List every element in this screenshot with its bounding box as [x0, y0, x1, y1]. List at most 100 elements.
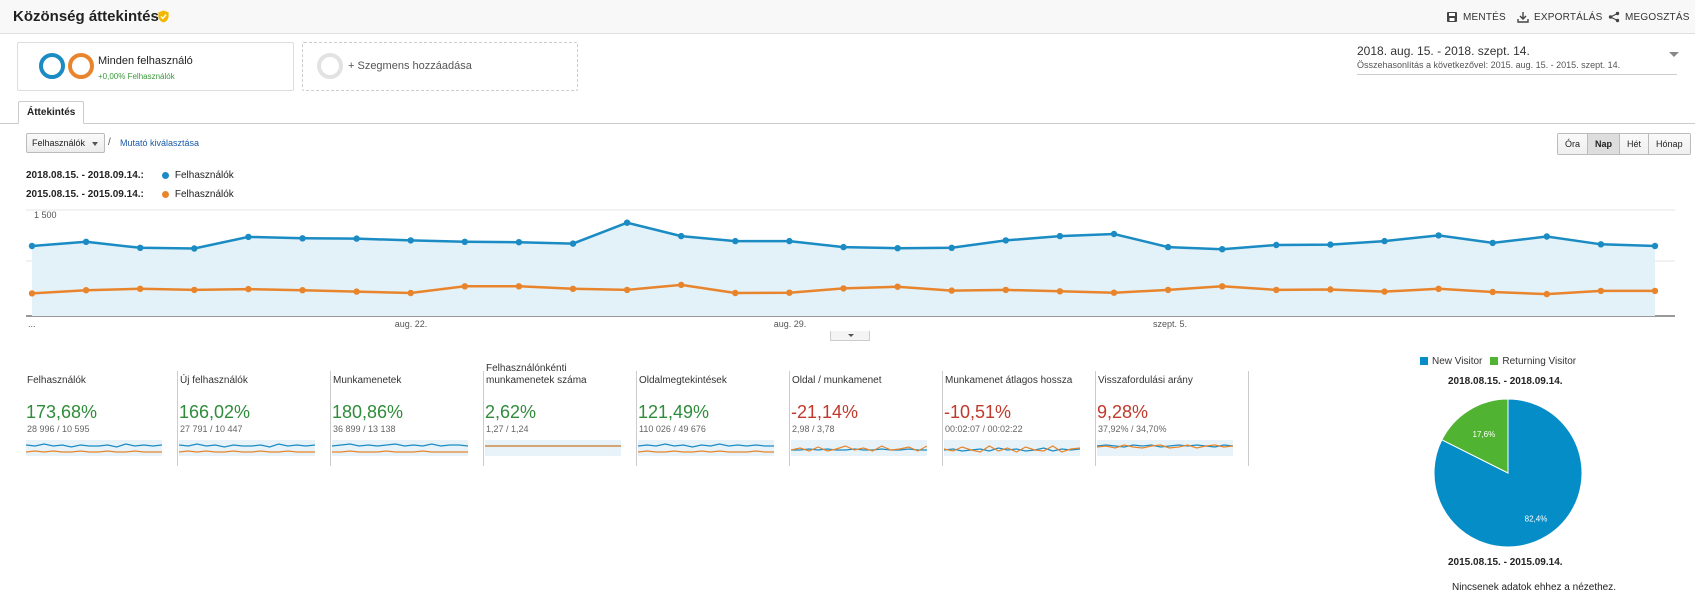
series-current-point[interactable] [1435, 232, 1442, 239]
select-metric-link[interactable]: Mutató kiválasztása [120, 138, 200, 148]
series-current-point[interactable] [569, 240, 577, 247]
series-previous-point[interactable] [678, 281, 685, 289]
series-previous-point[interactable] [623, 286, 631, 294]
series-previous-point[interactable] [1219, 283, 1226, 290]
series-previous-point[interactable] [82, 287, 90, 294]
series-previous-point[interactable] [732, 289, 739, 297]
series-previous-point[interactable] [299, 287, 306, 294]
metric-label: Oldal / munkamenet [792, 375, 882, 386]
series-previous-point[interactable] [948, 287, 955, 294]
series-current-point[interactable] [515, 239, 523, 246]
series-previous-point[interactable] [1489, 288, 1496, 296]
series-previous-point[interactable] [1164, 286, 1172, 294]
series-previous-point[interactable] [245, 285, 252, 293]
series-previous-point[interactable] [840, 285, 847, 292]
series-previous-point[interactable] [137, 285, 144, 292]
series-current-point[interactable] [1002, 237, 1009, 244]
series-previous-point[interactable] [28, 290, 36, 297]
series-current-point[interactable] [623, 219, 631, 226]
chart-expand-toggle[interactable] [830, 331, 870, 341]
metric-tile[interactable]: Visszafordulási arány 9,28% 37,92% / 34,70… [1097, 371, 1249, 466]
pie-slice-new-visitor[interactable] [1433, 398, 1583, 548]
series-current-point[interactable] [1597, 241, 1605, 248]
metric-dropdown[interactable]: Felhasználók [26, 133, 105, 153]
tab-overview[interactable]: Áttekintés [18, 101, 85, 124]
series-previous-point[interactable] [515, 283, 523, 290]
series-previous-point[interactable] [1327, 286, 1334, 293]
series-previous-point[interactable] [1435, 285, 1442, 292]
visitor-type-pie-chart: 82,4% 17,6% [1433, 398, 1583, 548]
date-range-compare[interactable]: Összehasonlítás a következővel: 2015. au… [1357, 60, 1621, 70]
series-current-point[interactable] [948, 244, 955, 251]
series-previous-point[interactable] [1002, 286, 1009, 294]
metric-tile[interactable]: Oldal / munkamenet -21,14% 2,98 / 3,78 [791, 371, 943, 466]
granularity-week-button[interactable]: Hét [1620, 134, 1650, 154]
series-current-point[interactable] [1273, 241, 1280, 249]
series-previous-point[interactable] [894, 283, 901, 290]
series-previous-point[interactable] [569, 285, 577, 292]
series-previous-point[interactable] [1381, 288, 1388, 295]
granularity-month-button[interactable]: Hónap [1649, 134, 1690, 154]
series-previous-point[interactable] [1056, 288, 1064, 295]
series-current-point[interactable] [1489, 239, 1496, 247]
series-previous-point[interactable] [1110, 289, 1118, 296]
series-current-point[interactable] [678, 232, 685, 240]
metric-tile[interactable]: Felhasználónkénti munkamenetek száma 2,62… [485, 363, 637, 466]
series-current-point[interactable] [191, 245, 198, 252]
series-current-point[interactable] [1381, 237, 1388, 245]
metric-sparkline [944, 440, 1080, 456]
series-previous-point[interactable] [407, 289, 414, 297]
granularity-hour-button[interactable]: Óra [1558, 134, 1589, 154]
series-previous-point[interactable] [353, 288, 360, 295]
metric-tile[interactable]: Új felhasználók 166,02% 27 791 / 10 447 [179, 371, 331, 466]
chevron-down-icon[interactable] [1669, 52, 1679, 57]
segment-all-users[interactable]: Minden felhasználó +0,00% Felhasználók [17, 42, 294, 91]
pie-legend-returning-label: Returning Visitor [1502, 356, 1577, 367]
pie-slice-returning-visitor[interactable] [1441, 398, 1509, 474]
series-current-point[interactable] [732, 237, 739, 245]
series-previous-point[interactable] [191, 286, 198, 294]
series-previous-point[interactable] [461, 283, 468, 290]
series-previous-point[interactable] [1597, 287, 1605, 295]
series-current-point[interactable] [1164, 243, 1172, 251]
series-current-point[interactable] [353, 235, 360, 242]
series-current-point[interactable] [1327, 241, 1334, 248]
series-previous-point[interactable] [1273, 286, 1280, 294]
metric-tile[interactable]: Munkamenet átlagos hossza -10,51% 00:02:07… [944, 371, 1096, 466]
series-current-point[interactable] [28, 242, 36, 250]
series-current-point[interactable] [1219, 246, 1226, 253]
export-button[interactable]: EXPORTÁLÁS [1517, 11, 1603, 23]
series-current-point[interactable] [840, 243, 847, 251]
series-current-point[interactable] [786, 237, 793, 245]
date-range-main[interactable]: 2018. aug. 15. - 2018. szept. 14. [1357, 44, 1530, 58]
metric-tile[interactable]: Oldalmegtekintések 121,49% 110 026 / 49 67… [638, 371, 790, 466]
series-current-point[interactable] [245, 233, 252, 241]
series-current-point[interactable] [137, 244, 144, 251]
sparkline-area [26, 440, 162, 456]
series-previous-point[interactable] [1651, 287, 1659, 295]
metric-sparkline [791, 440, 927, 456]
series-current-point[interactable] [1110, 230, 1118, 238]
share-button[interactable]: MEGOSZTÁS [1608, 11, 1690, 23]
series-current-point[interactable] [299, 235, 306, 242]
add-segment-button[interactable]: + Szegmens hozzáadása [302, 42, 578, 91]
series-current-point[interactable] [461, 238, 468, 245]
series-previous-point[interactable] [786, 289, 793, 296]
save-button[interactable]: MENTÉS [1446, 11, 1506, 23]
series-current-point[interactable] [1651, 242, 1659, 250]
series-current-point[interactable] [1543, 233, 1551, 240]
granularity-day-button[interactable]: Nap [1588, 134, 1621, 154]
series-previous-point[interactable] [1543, 290, 1551, 298]
metric-tile[interactable]: Munkamenetek 180,86% 36 899 / 13 138 [332, 371, 484, 466]
x-tick-aug-29: aug. 29. [774, 319, 807, 329]
sparkline-current-line [332, 443, 468, 447]
series-current-point[interactable] [1056, 232, 1064, 240]
series-current-point[interactable] [894, 245, 901, 252]
metric-dropdown-value: Felhasználók [32, 138, 86, 148]
series-current-point[interactable] [407, 237, 414, 244]
metric-tile[interactable]: Felhasználók 173,68% 28 996 / 10 595 [26, 371, 178, 466]
chevron-down-icon [92, 142, 98, 146]
top-bar: Közönség áttekintése MENTÉS EXPORTÁLÁS M… [0, 0, 1695, 34]
series-current-point[interactable] [82, 238, 90, 245]
legend-range-previous: 2015.08.15. - 2015.09.14.: [26, 189, 144, 200]
